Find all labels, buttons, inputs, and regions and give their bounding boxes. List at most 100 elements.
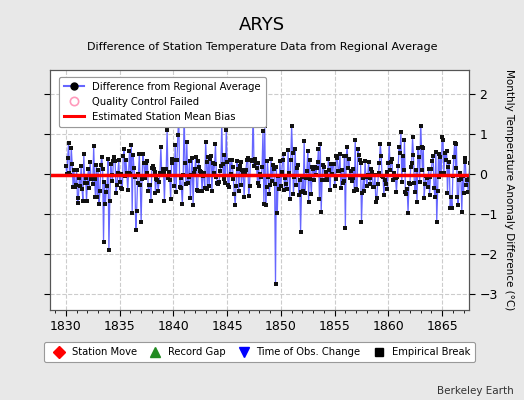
Point	[346, 175, 354, 182]
Point	[274, 173, 282, 180]
Point	[70, 167, 78, 174]
Point	[158, 170, 166, 176]
Point	[422, 173, 430, 180]
Point	[261, 202, 270, 208]
Point	[130, 165, 138, 171]
Point	[356, 160, 365, 166]
Point	[141, 160, 150, 166]
Point	[149, 166, 158, 172]
Point	[388, 156, 396, 162]
Point	[177, 174, 185, 181]
Point	[453, 194, 462, 200]
Point	[179, 172, 188, 178]
Point	[442, 157, 450, 163]
Point	[81, 174, 90, 181]
Point	[291, 146, 299, 152]
Point	[172, 189, 180, 195]
Point	[201, 138, 210, 145]
Point	[315, 196, 324, 202]
Point	[268, 178, 276, 184]
Point	[440, 169, 448, 176]
Point	[433, 188, 442, 194]
Point	[366, 181, 375, 188]
Point	[281, 175, 290, 182]
Point	[373, 195, 381, 202]
Point	[227, 157, 236, 164]
Point	[184, 174, 193, 181]
Point	[324, 156, 333, 162]
Point	[343, 143, 352, 150]
Point	[462, 182, 471, 188]
Point	[457, 208, 466, 215]
Point	[284, 146, 292, 153]
Point	[176, 184, 184, 190]
Point	[311, 164, 319, 170]
Point	[193, 188, 202, 194]
Point	[316, 140, 324, 147]
Point	[119, 152, 127, 159]
Point	[126, 171, 135, 177]
Point	[457, 176, 465, 183]
Point	[360, 187, 368, 194]
Point	[187, 172, 195, 179]
Point	[121, 172, 129, 179]
Point	[432, 219, 441, 225]
Point	[330, 161, 338, 168]
Point	[115, 157, 123, 163]
Point	[458, 172, 467, 179]
Point	[264, 174, 272, 180]
Point	[410, 180, 419, 186]
Point	[290, 174, 299, 180]
Point	[69, 184, 77, 190]
Point	[148, 165, 156, 172]
Point	[279, 151, 288, 157]
Point	[84, 166, 93, 172]
Point	[331, 176, 340, 182]
Point	[166, 176, 174, 183]
Point	[426, 174, 434, 180]
Point	[358, 190, 367, 197]
Point	[220, 176, 228, 182]
Point	[282, 180, 290, 187]
Point	[111, 158, 119, 165]
Point	[431, 194, 439, 200]
Point	[376, 141, 385, 147]
Point	[321, 177, 329, 184]
Point	[151, 190, 160, 196]
Point	[317, 209, 325, 215]
Point	[451, 165, 460, 171]
Point	[441, 150, 449, 156]
Point	[202, 159, 211, 166]
Point	[449, 173, 457, 179]
Point	[308, 164, 316, 170]
Point	[158, 166, 167, 172]
Point	[327, 161, 335, 168]
Point	[355, 152, 363, 159]
Point	[192, 154, 200, 160]
Point	[463, 176, 472, 183]
Point	[399, 153, 407, 159]
Point	[169, 157, 178, 163]
Point	[335, 168, 343, 174]
Point	[113, 182, 121, 188]
Point	[313, 158, 322, 165]
Point	[405, 180, 413, 186]
Point	[133, 208, 141, 214]
Point	[181, 159, 189, 166]
Point	[135, 150, 144, 157]
Point	[220, 152, 228, 158]
Point	[78, 186, 86, 192]
Point	[278, 157, 287, 163]
Point	[125, 147, 134, 154]
Point	[436, 154, 444, 160]
Point	[428, 158, 436, 164]
Point	[214, 180, 222, 187]
Point	[455, 176, 463, 183]
Point	[403, 186, 411, 192]
Point	[183, 139, 191, 146]
Point	[306, 176, 314, 182]
Point	[197, 168, 205, 175]
Point	[371, 172, 379, 178]
Point	[411, 188, 419, 195]
Point	[109, 158, 117, 164]
